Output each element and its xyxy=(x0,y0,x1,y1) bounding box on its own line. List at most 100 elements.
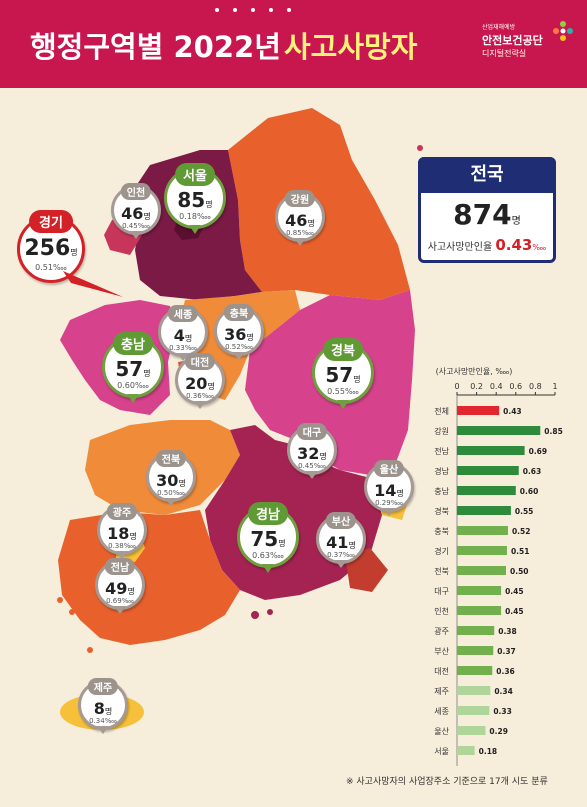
bar-value-label: 0.18 xyxy=(479,747,498,756)
bar-value-label: 0.51 xyxy=(511,547,530,556)
region-pin-ulsan: 울산 14명 0.29‱ xyxy=(364,460,414,516)
region-count: 20명 xyxy=(185,374,215,393)
pin-pointer xyxy=(335,560,347,568)
bar-value-label: 0.60 xyxy=(520,487,539,496)
pin-pointer xyxy=(97,726,109,734)
region-pin-daegu: 대구 32명 0.45‱ xyxy=(287,423,337,479)
region-pin-gyeongbuk: 경북 57명 0.55‱ xyxy=(312,338,374,409)
region-pin-jeonnam: 전남 49명 0.69‱ xyxy=(95,558,145,614)
region-pin-busan: 부산 41명 0.37‱ xyxy=(316,512,366,568)
x-tick-label: 0.8 xyxy=(529,382,542,391)
bar-category-label: 전북 xyxy=(434,566,449,576)
region-rate: 0.36‱ xyxy=(186,392,214,400)
national-count: 874명 xyxy=(453,198,521,231)
pin-bubble: 충남 57명 0.60‱ xyxy=(102,332,164,398)
x-tick-label: 0.6 xyxy=(509,382,522,391)
header-banner: 행정구역별 2022년 사고사망자 산업재해예방 안전보건공단 디지털전략실 xyxy=(0,0,587,88)
region-rate: 0.37‱ xyxy=(327,551,355,559)
region-count: 46명 xyxy=(121,204,151,223)
logo-ministry: 산업재해예방 xyxy=(482,24,516,31)
bar-category-label: 울산 xyxy=(434,726,449,736)
pin-pointer xyxy=(114,606,126,614)
region-pin-gyeonggi: 경기 256명 0.51‱ xyxy=(17,210,123,297)
national-rate: 사고사망만인율 0.43‱ xyxy=(427,236,547,254)
bar-인천 xyxy=(457,606,502,615)
pin-pointer xyxy=(262,564,274,573)
region-count: 18명 xyxy=(107,524,137,543)
region-pin-jeonbuk: 전북 30명 0.50‱ xyxy=(146,450,196,506)
region-pin-gyeongnam: 경남 75명 0.63‱ xyxy=(237,502,299,573)
bar-value-label: 0.63 xyxy=(523,467,542,476)
x-tick-label: 0.2 xyxy=(470,382,483,391)
region-name: 부산 xyxy=(325,512,357,529)
pin-bubble: 경남 75명 0.63‱ xyxy=(237,502,299,568)
region-name: 제주 xyxy=(87,678,119,695)
pin-bubble: 인천 46명 0.45‱ xyxy=(111,183,161,235)
region-name: 강원 xyxy=(284,190,316,207)
pin-bubble: 세종 4명 0.33‱ xyxy=(158,305,208,357)
bar-충북 xyxy=(457,526,508,535)
region-count: 30명 xyxy=(156,471,186,490)
bar-category-label: 경남 xyxy=(434,466,449,476)
region-count: 256명 xyxy=(24,236,78,261)
region-name: 전북 xyxy=(155,450,187,467)
x-tick-label: 1 xyxy=(552,382,557,391)
region-name: 대구 xyxy=(296,423,328,440)
region-pin-jeju: 제주 8명 0.34‱ xyxy=(78,678,128,734)
bar-category-label: 경북 xyxy=(434,506,449,516)
bar-category-label: 전남 xyxy=(434,446,449,456)
bar-value-label: 0.50 xyxy=(510,567,529,576)
bar-value-label: 0.45 xyxy=(505,587,524,596)
footnote: ※ 사고사망자의 사업장주소 기준으로 17개 시도 분류 xyxy=(346,777,548,787)
pin-pointer xyxy=(306,471,318,479)
bar-제주 xyxy=(457,686,491,695)
bar-value-label: 0.33 xyxy=(493,707,512,716)
bar-전남 xyxy=(457,446,525,455)
region-name: 광주 xyxy=(106,503,138,520)
bar-value-label: 0.85 xyxy=(544,427,563,436)
region-count: 4명 xyxy=(173,326,193,345)
bar-value-label: 0.69 xyxy=(529,447,548,456)
pin-bubble: 제주 8명 0.34‱ xyxy=(78,678,128,730)
pin-pointer xyxy=(194,401,206,409)
bar-category-label: 부산 xyxy=(434,646,449,656)
bar-value-label: 0.43 xyxy=(503,407,522,416)
title-prefix: 행정구역별 2022년 xyxy=(30,30,281,64)
logo-dept: 디지털전략실 xyxy=(482,49,527,58)
region-pin-sejong: 세종 4명 0.33‱ xyxy=(158,305,208,361)
pin-pointer xyxy=(165,498,177,506)
bar-경북 xyxy=(457,506,511,515)
bar-대전 xyxy=(457,666,493,675)
bar-category-label: 제주 xyxy=(434,687,449,696)
chart-title: (사고사망만인율, ‱) xyxy=(436,366,513,376)
bar-category-label: 광주 xyxy=(434,626,449,636)
region-rate: 0.45‱ xyxy=(122,222,150,230)
region-name: 경남 xyxy=(248,502,288,525)
region-count: 49명 xyxy=(105,579,135,598)
region-name: 울산 xyxy=(373,460,405,477)
bar-category-label: 충남 xyxy=(434,487,449,496)
pin-bubble: 대전 20명 0.36‱ xyxy=(175,353,225,405)
region-count: 41명 xyxy=(326,533,356,552)
region-rate: 0.63‱ xyxy=(252,551,284,560)
bar-category-label: 전체 xyxy=(434,406,449,416)
region-rate: 0.85‱ xyxy=(286,229,314,237)
region-count: 32명 xyxy=(297,444,327,463)
region-pin-seoul: 서울 85명 0.18‱ xyxy=(164,163,226,234)
bar-전체 xyxy=(457,406,500,415)
region-rate: 0.55‱ xyxy=(327,387,359,396)
region-name: 충북 xyxy=(223,304,255,321)
bar-value-label: 0.37 xyxy=(497,647,516,656)
region-rate: 0.29‱ xyxy=(375,499,403,507)
region-pin-gwangju: 광주 18명 0.38‱ xyxy=(97,503,147,559)
bar-강원 xyxy=(457,426,541,435)
pin-pointer xyxy=(189,225,201,234)
region-rate: 0.52‱ xyxy=(225,343,253,351)
bar-value-label: 0.38 xyxy=(498,627,517,636)
logo-mark-icon xyxy=(553,21,573,41)
bar-서울 xyxy=(457,746,475,755)
pin-pointer xyxy=(63,271,123,297)
bar-부산 xyxy=(457,646,494,655)
pin-pointer xyxy=(337,400,349,409)
